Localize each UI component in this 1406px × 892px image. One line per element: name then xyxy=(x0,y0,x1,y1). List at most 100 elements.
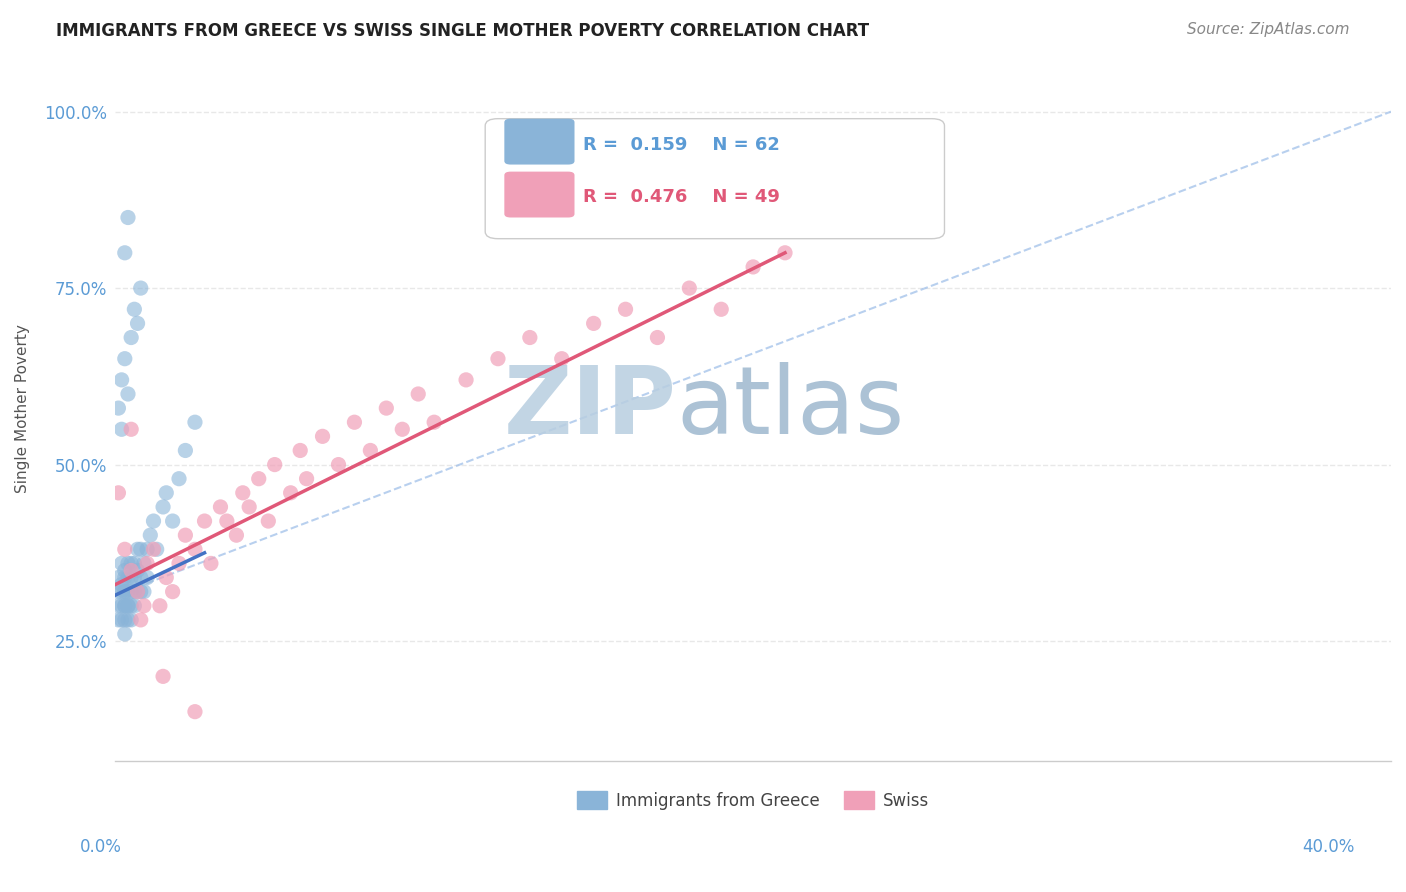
Point xyxy=(117,211,139,225)
Point xyxy=(343,415,366,429)
Point xyxy=(193,514,215,528)
Point xyxy=(238,500,260,514)
Point xyxy=(132,584,155,599)
Point xyxy=(117,584,139,599)
Point xyxy=(117,599,139,613)
Point xyxy=(215,514,238,528)
Point xyxy=(773,245,796,260)
Point xyxy=(114,564,136,578)
Point xyxy=(290,443,312,458)
Point xyxy=(139,528,162,542)
Point xyxy=(145,542,167,557)
Point xyxy=(132,599,155,613)
Point xyxy=(155,485,177,500)
Point xyxy=(117,557,139,571)
Point xyxy=(110,373,132,387)
Point xyxy=(124,584,146,599)
Point xyxy=(127,317,149,331)
Point xyxy=(114,584,136,599)
Point xyxy=(120,557,142,571)
Point xyxy=(110,613,132,627)
Point xyxy=(311,429,333,443)
Point xyxy=(406,387,429,401)
Point xyxy=(114,613,136,627)
Point xyxy=(142,542,165,557)
Point xyxy=(129,542,152,557)
Point xyxy=(124,599,146,613)
Point xyxy=(710,302,733,317)
Point xyxy=(120,564,142,578)
Point xyxy=(359,443,381,458)
Point xyxy=(295,472,318,486)
Point xyxy=(107,584,129,599)
Point xyxy=(174,528,197,542)
Point xyxy=(120,422,142,436)
Point xyxy=(167,557,190,571)
Point xyxy=(486,351,509,366)
Point xyxy=(136,542,159,557)
Y-axis label: Single Mother Poverty: Single Mother Poverty xyxy=(15,324,30,492)
Point xyxy=(149,599,172,613)
Point xyxy=(107,570,129,584)
Point xyxy=(225,528,247,542)
Point xyxy=(114,351,136,366)
Point xyxy=(132,557,155,571)
Point xyxy=(120,584,142,599)
Point xyxy=(117,613,139,627)
Point xyxy=(142,514,165,528)
Point xyxy=(582,317,605,331)
Point xyxy=(647,330,669,344)
Point xyxy=(117,570,139,584)
Point xyxy=(110,599,132,613)
Point xyxy=(162,514,184,528)
Point xyxy=(107,613,129,627)
Legend: Immigrants from Greece, Swiss: Immigrants from Greece, Swiss xyxy=(571,785,935,816)
Point xyxy=(155,570,177,584)
Point xyxy=(127,564,149,578)
Point xyxy=(454,373,477,387)
Point xyxy=(209,500,232,514)
Point xyxy=(200,557,222,571)
Point xyxy=(519,330,541,344)
Point xyxy=(120,613,142,627)
Point xyxy=(152,669,174,683)
Point xyxy=(742,260,765,274)
Point xyxy=(129,281,152,295)
Point xyxy=(152,500,174,514)
Point xyxy=(117,387,139,401)
Text: ZIP: ZIP xyxy=(503,362,676,454)
Point xyxy=(127,542,149,557)
Point xyxy=(614,302,637,317)
Text: 40.0%: 40.0% xyxy=(1302,838,1355,855)
Point xyxy=(114,245,136,260)
Point xyxy=(129,613,152,627)
Point xyxy=(124,302,146,317)
Point xyxy=(110,557,132,571)
Point xyxy=(107,401,129,416)
Point xyxy=(391,422,413,436)
Point xyxy=(551,351,574,366)
Point xyxy=(120,570,142,584)
Point xyxy=(127,584,149,599)
FancyBboxPatch shape xyxy=(485,119,945,239)
Point xyxy=(129,584,152,599)
Point xyxy=(114,542,136,557)
Point xyxy=(328,458,350,472)
Point xyxy=(423,415,446,429)
Point xyxy=(184,542,207,557)
Point xyxy=(136,557,159,571)
Point xyxy=(110,577,132,591)
FancyBboxPatch shape xyxy=(505,171,575,218)
Point xyxy=(232,485,254,500)
Point xyxy=(280,485,302,500)
Point xyxy=(127,584,149,599)
Text: atlas: atlas xyxy=(676,362,905,454)
Text: 0.0%: 0.0% xyxy=(80,838,122,855)
Point xyxy=(174,443,197,458)
Point xyxy=(110,584,132,599)
Point xyxy=(107,485,129,500)
Text: IMMIGRANTS FROM GREECE VS SWISS SINGLE MOTHER POVERTY CORRELATION CHART: IMMIGRANTS FROM GREECE VS SWISS SINGLE M… xyxy=(56,22,869,40)
Point xyxy=(114,599,136,613)
FancyBboxPatch shape xyxy=(505,119,575,164)
Point xyxy=(184,415,207,429)
